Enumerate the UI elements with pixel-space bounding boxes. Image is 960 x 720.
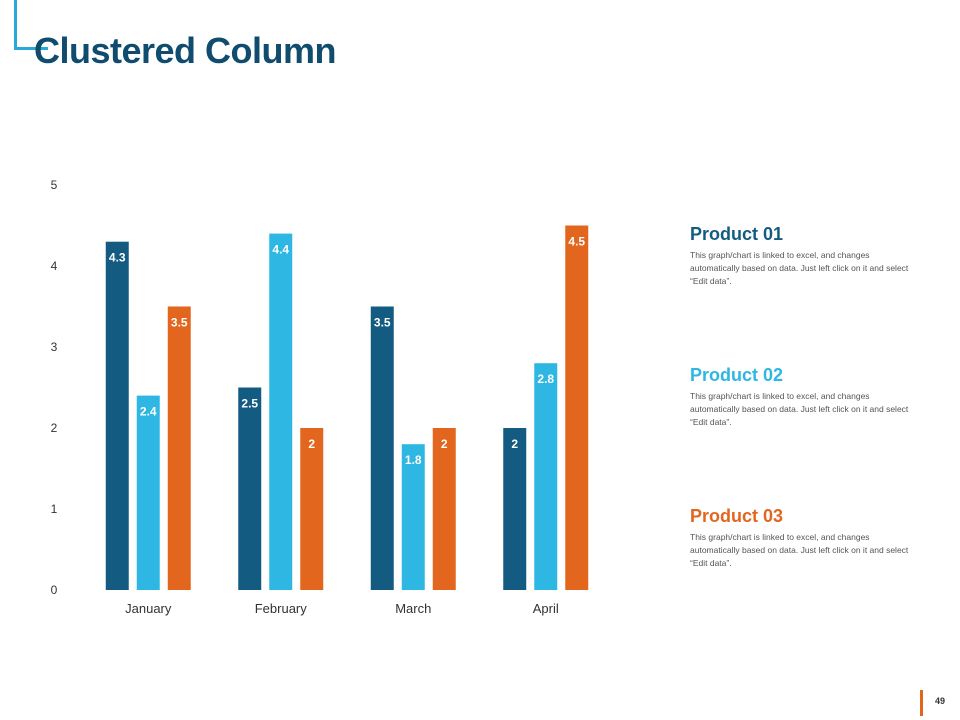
bar [432, 428, 456, 590]
y-tick-label: 2 [51, 421, 58, 435]
legend-title: Product 02 [690, 365, 784, 385]
y-tick-label: 0 [51, 583, 58, 597]
legend-description: This graph/chart is linked to excel, and… [690, 250, 909, 286]
bar [534, 363, 558, 590]
bar [370, 306, 394, 590]
bar [503, 428, 527, 590]
x-tick-label: February [255, 601, 308, 616]
data-label: 2.4 [140, 405, 157, 419]
data-label: 3.5 [374, 316, 391, 330]
page-title: Clustered Column [34, 30, 337, 71]
bar [105, 241, 129, 590]
legend-description: This graph/chart is linked to excel, and… [690, 532, 909, 568]
x-tick-label: March [395, 601, 431, 616]
bar [565, 225, 589, 590]
bar [238, 387, 262, 590]
bar [167, 306, 191, 590]
legend-product-01: Product 01 This graph/chart is linked to… [690, 224, 920, 288]
data-label: 2.8 [537, 372, 554, 386]
data-label: 2 [511, 437, 518, 451]
bar [136, 395, 160, 590]
y-tick-label: 5 [51, 178, 58, 192]
legend-title: Product 03 [690, 506, 784, 526]
y-tick-label: 1 [51, 502, 58, 516]
data-label: 2.5 [241, 397, 258, 411]
data-label: 4.5 [568, 235, 585, 249]
legend-title: Product 01 [690, 224, 784, 244]
data-label: 2 [441, 437, 448, 451]
data-label: 2 [308, 437, 315, 451]
data-label: 4.4 [272, 243, 289, 257]
bar [401, 444, 425, 590]
bar [269, 233, 293, 590]
y-tick-label: 4 [51, 259, 58, 273]
page-number: 49 [934, 696, 945, 706]
legend-product-03: Product 03 This graph/chart is linked to… [690, 506, 920, 570]
data-label: 1.8 [405, 453, 422, 467]
data-label: 4.3 [109, 251, 126, 265]
y-tick-label: 3 [51, 340, 58, 354]
x-tick-label: January [125, 601, 172, 616]
legend-description: This graph/chart is linked to excel, and… [690, 391, 909, 427]
bar [300, 428, 324, 590]
legend-product-02: Product 02 This graph/chart is linked to… [690, 365, 920, 429]
title-corner-bracket [14, 0, 48, 50]
page-number-bracket [920, 690, 932, 716]
data-label: 3.5 [171, 316, 188, 330]
x-tick-label: April [533, 601, 559, 616]
